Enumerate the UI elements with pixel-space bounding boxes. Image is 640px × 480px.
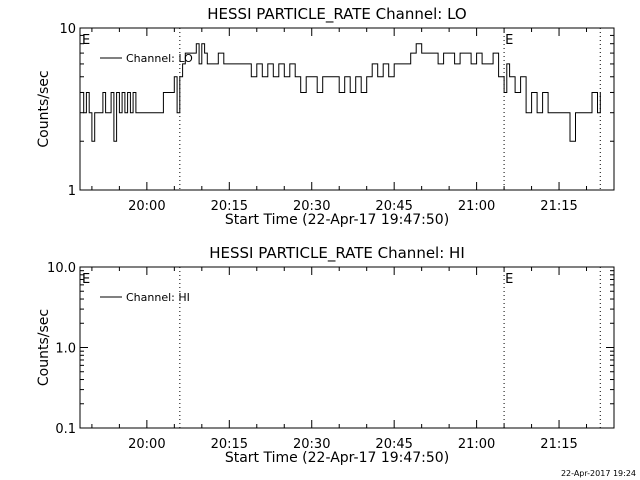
legend-label: Channel: LO [126, 52, 193, 65]
timestamp: 22-Apr-2017 19:24 [561, 469, 636, 478]
y-axis-label: Counts/sec [36, 70, 52, 147]
y-tick-label: 0.1 [55, 422, 76, 437]
x-tick-label: 20:15 [211, 199, 248, 214]
chart-panel-1: HESSI PARTICLE_RATE Channel: LO 1 10 20:00 2… [36, 5, 615, 228]
x-tick-label: 21:15 [540, 437, 577, 452]
x-tick-label: 20:00 [128, 199, 165, 214]
x-axis-label: Start Time (22-Apr-17 19:47:50) [225, 450, 449, 466]
x-tick-label: 21:00 [458, 199, 495, 214]
y-tick-label: 1 [68, 184, 76, 199]
plot-frame [79, 27, 615, 191]
x-tick-label: 20:45 [375, 199, 412, 214]
y-axis-label: Counts/sec [36, 309, 52, 386]
x-tick-label: 20:30 [293, 199, 330, 214]
chart-panel-2: HESSI PARTICLE_RATE Channel: HI 0.1 1.0 10.… [36, 244, 615, 466]
x-tick-label: 20:30 [293, 437, 330, 452]
x-tick-label: 20:45 [375, 437, 412, 452]
x-tick-label: 20:00 [128, 437, 165, 452]
y-tick-label: 1.0 [55, 342, 76, 357]
x-tick-label: 21:00 [458, 437, 495, 452]
event-marker-label: E [82, 33, 90, 48]
event-marker-label: E [82, 272, 90, 287]
series-line [80, 43, 601, 142]
x-axis-label: Start Time (22-Apr-17 19:47:50) [225, 212, 449, 228]
chart-title: HESSI PARTICLE_RATE Channel: HI [209, 244, 465, 263]
y-tick-label: 10.0 [47, 261, 76, 276]
x-tick-label: 20:15 [211, 437, 248, 452]
x-tick-label: 21:15 [540, 199, 577, 214]
y-tick-label: 10 [59, 22, 76, 37]
event-marker-label: E [505, 272, 513, 287]
chart-title: HESSI PARTICLE_RATE Channel: LO [207, 5, 466, 24]
legend-label: Channel: HI [126, 291, 190, 304]
event-marker-label: E [505, 33, 513, 48]
